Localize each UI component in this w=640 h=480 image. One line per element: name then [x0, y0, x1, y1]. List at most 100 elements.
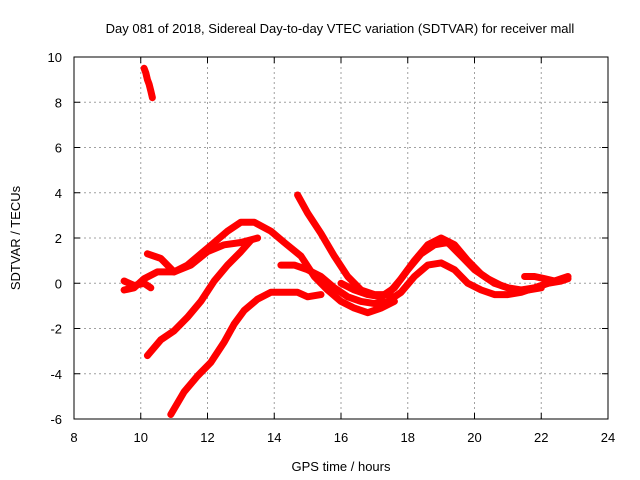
data-point: [431, 241, 438, 248]
series-track-i: [337, 239, 545, 301]
data-point: [391, 284, 398, 291]
data-point: [484, 275, 491, 282]
data-point: [237, 239, 244, 246]
data-point: [304, 266, 311, 273]
data-point: [317, 291, 324, 298]
data-point: [147, 284, 154, 291]
data-point: [358, 298, 365, 305]
data-series: [120, 64, 572, 418]
data-point: [411, 273, 418, 280]
data-point: [281, 289, 288, 296]
y-tick-label: 0: [55, 276, 62, 291]
data-point: [254, 235, 261, 241]
data-point: [211, 239, 218, 246]
data-point: [181, 388, 188, 395]
y-tick-label: -6: [50, 412, 62, 427]
data-point: [144, 76, 151, 83]
x-tick-label: 8: [70, 430, 77, 445]
data-point: [338, 298, 344, 305]
y-tick-label: -4: [50, 367, 62, 382]
data-point: [364, 309, 371, 316]
data-point: [221, 241, 228, 248]
data-point: [398, 289, 405, 296]
chart-title: Day 081 of 2018, Sidereal Day-to-day VTE…: [106, 21, 575, 36]
data-point: [561, 275, 568, 282]
data-point: [194, 373, 201, 380]
data-point: [221, 339, 228, 346]
data-point: [121, 287, 128, 294]
series-track-c: [120, 277, 155, 292]
data-point: [351, 287, 358, 294]
data-point: [121, 277, 128, 284]
data-point: [458, 253, 465, 260]
data-point: [237, 219, 244, 226]
series-line: [120, 277, 155, 292]
x-tick-label: 10: [134, 430, 148, 445]
data-point: [211, 277, 218, 284]
data-point: [291, 262, 298, 269]
data-point: [224, 262, 231, 269]
data-point: [538, 284, 545, 291]
y-axis-label: SDTVAR / TECUs: [8, 185, 23, 290]
series-track-a: [140, 64, 156, 102]
data-point: [157, 336, 164, 343]
series-track-e: [143, 236, 255, 360]
series-track-d: [143, 218, 398, 317]
data-point: [491, 291, 498, 298]
data-point: [167, 411, 174, 418]
data-point: [324, 287, 331, 294]
data-point: [351, 305, 358, 312]
data-point: [344, 273, 351, 280]
data-point: [141, 280, 148, 287]
y-tick-label: 8: [55, 95, 62, 110]
y-tick-label: 10: [48, 50, 62, 65]
data-point: [444, 239, 451, 246]
data-point: [141, 65, 148, 72]
data-point: [184, 262, 191, 269]
data-point: [371, 300, 378, 307]
x-axis-label: GPS time / hours: [292, 459, 391, 474]
data-point: [171, 268, 178, 275]
data-point: [267, 228, 274, 235]
data-point: [304, 210, 311, 217]
data-point: [478, 287, 485, 294]
data-point: [251, 219, 258, 226]
series-line: [337, 239, 545, 301]
data-point: [471, 266, 478, 273]
data-point: [154, 268, 161, 275]
x-tick-label: 16: [334, 430, 348, 445]
data-point: [184, 314, 191, 321]
data-point: [171, 327, 178, 334]
data-point: [157, 255, 164, 262]
data-point: [317, 230, 324, 237]
x-tick-label: 22: [534, 430, 548, 445]
data-point: [504, 291, 511, 298]
data-point: [281, 239, 288, 246]
data-point: [531, 273, 538, 280]
data-point: [147, 87, 154, 94]
x-tick-label: 18: [401, 430, 415, 445]
data-point: [378, 293, 385, 300]
data-point: [144, 352, 151, 359]
data-point: [521, 273, 528, 280]
data-point: [364, 291, 371, 298]
data-point: [224, 228, 231, 235]
data-point: [338, 280, 344, 287]
data-point: [254, 296, 261, 303]
data-point: [149, 94, 156, 101]
data-point: [197, 298, 204, 305]
y-tick-label: 2: [55, 231, 62, 246]
data-point: [317, 273, 324, 280]
data-point: [304, 293, 311, 300]
data-point: [144, 250, 151, 257]
x-tick-label: 24: [601, 430, 615, 445]
data-point: [231, 320, 238, 327]
data-point: [451, 266, 458, 273]
series-track-f: [167, 288, 325, 418]
x-tick-label: 14: [267, 430, 281, 445]
data-point: [247, 237, 254, 244]
data-point: [331, 253, 338, 260]
data-point: [344, 293, 351, 300]
